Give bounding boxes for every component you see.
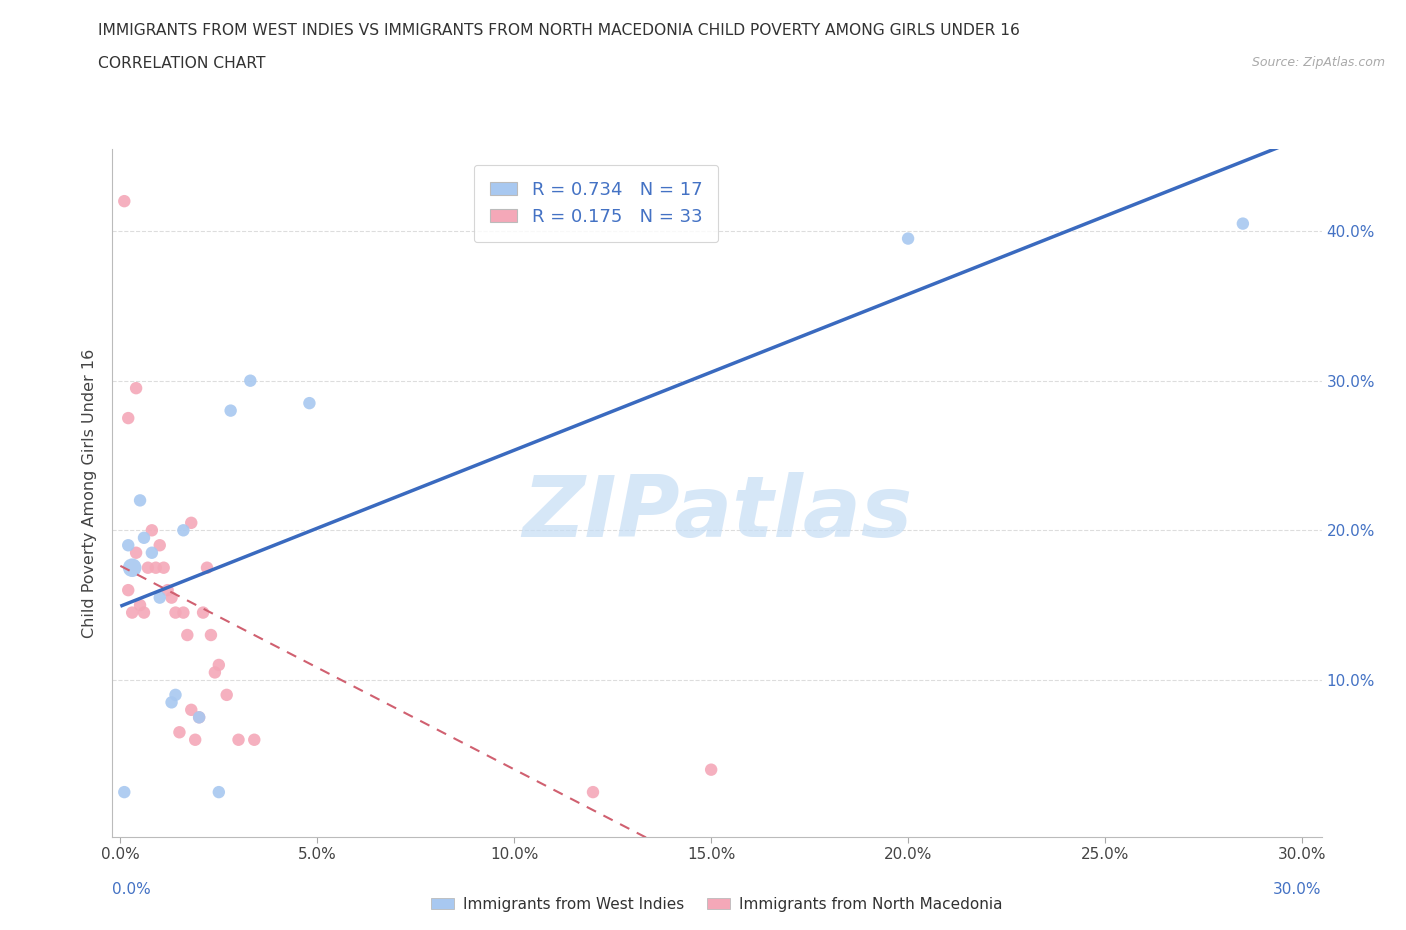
Point [125,545,148,560]
Point [112,785,135,800]
Point [132,605,155,620]
Point [243,732,266,747]
Point [228,732,250,747]
Point [117,583,139,598]
Point [160,591,183,605]
Text: CORRELATION CHART: CORRELATION CHART [98,56,266,71]
Point [165,687,187,702]
Point [582,785,605,800]
Point [149,538,172,552]
Point [204,665,226,680]
Point [700,763,723,777]
Point [141,545,163,560]
Point [180,515,202,530]
Point [117,411,139,426]
Point [172,523,194,538]
Point [188,710,211,724]
Point [188,710,211,724]
Point [141,523,163,538]
Point [121,560,143,575]
Point [172,605,194,620]
Point [215,687,238,702]
Text: ZIPatlas: ZIPatlas [522,472,912,555]
Point [298,395,321,410]
Point [149,591,172,605]
Point [165,605,187,620]
Point [239,373,262,388]
Point [195,560,218,575]
Point [184,732,207,747]
Point [132,530,155,545]
Point [125,380,148,395]
Point [180,702,202,717]
Point [191,605,214,620]
Point [200,628,222,643]
Point [208,785,231,800]
Point [117,538,139,552]
Point [145,560,167,575]
Text: Source: ZipAtlas.com: Source: ZipAtlas.com [1251,56,1385,69]
Text: IMMIGRANTS FROM WEST INDIES VS IMMIGRANTS FROM NORTH MACEDONIA CHILD POVERTY AMO: IMMIGRANTS FROM WEST INDIES VS IMMIGRANT… [98,23,1021,38]
Point [152,560,174,575]
Point [176,628,198,643]
Text: 30.0%: 30.0% [1274,882,1322,897]
Point [160,695,183,710]
Point [121,605,143,620]
Text: 0.0%: 0.0% [112,882,152,897]
Y-axis label: Child Poverty Among Girls Under 16: Child Poverty Among Girls Under 16 [82,348,97,638]
Point [136,560,159,575]
Point [208,658,231,672]
Point [129,598,152,613]
Point [219,404,242,418]
Point [112,193,135,208]
Legend: Immigrants from West Indies, Immigrants from North Macedonia: Immigrants from West Indies, Immigrants … [423,889,1011,920]
Point [1232,216,1254,231]
Point [169,724,191,739]
Point [156,583,179,598]
Point [897,232,920,246]
Point [129,493,152,508]
